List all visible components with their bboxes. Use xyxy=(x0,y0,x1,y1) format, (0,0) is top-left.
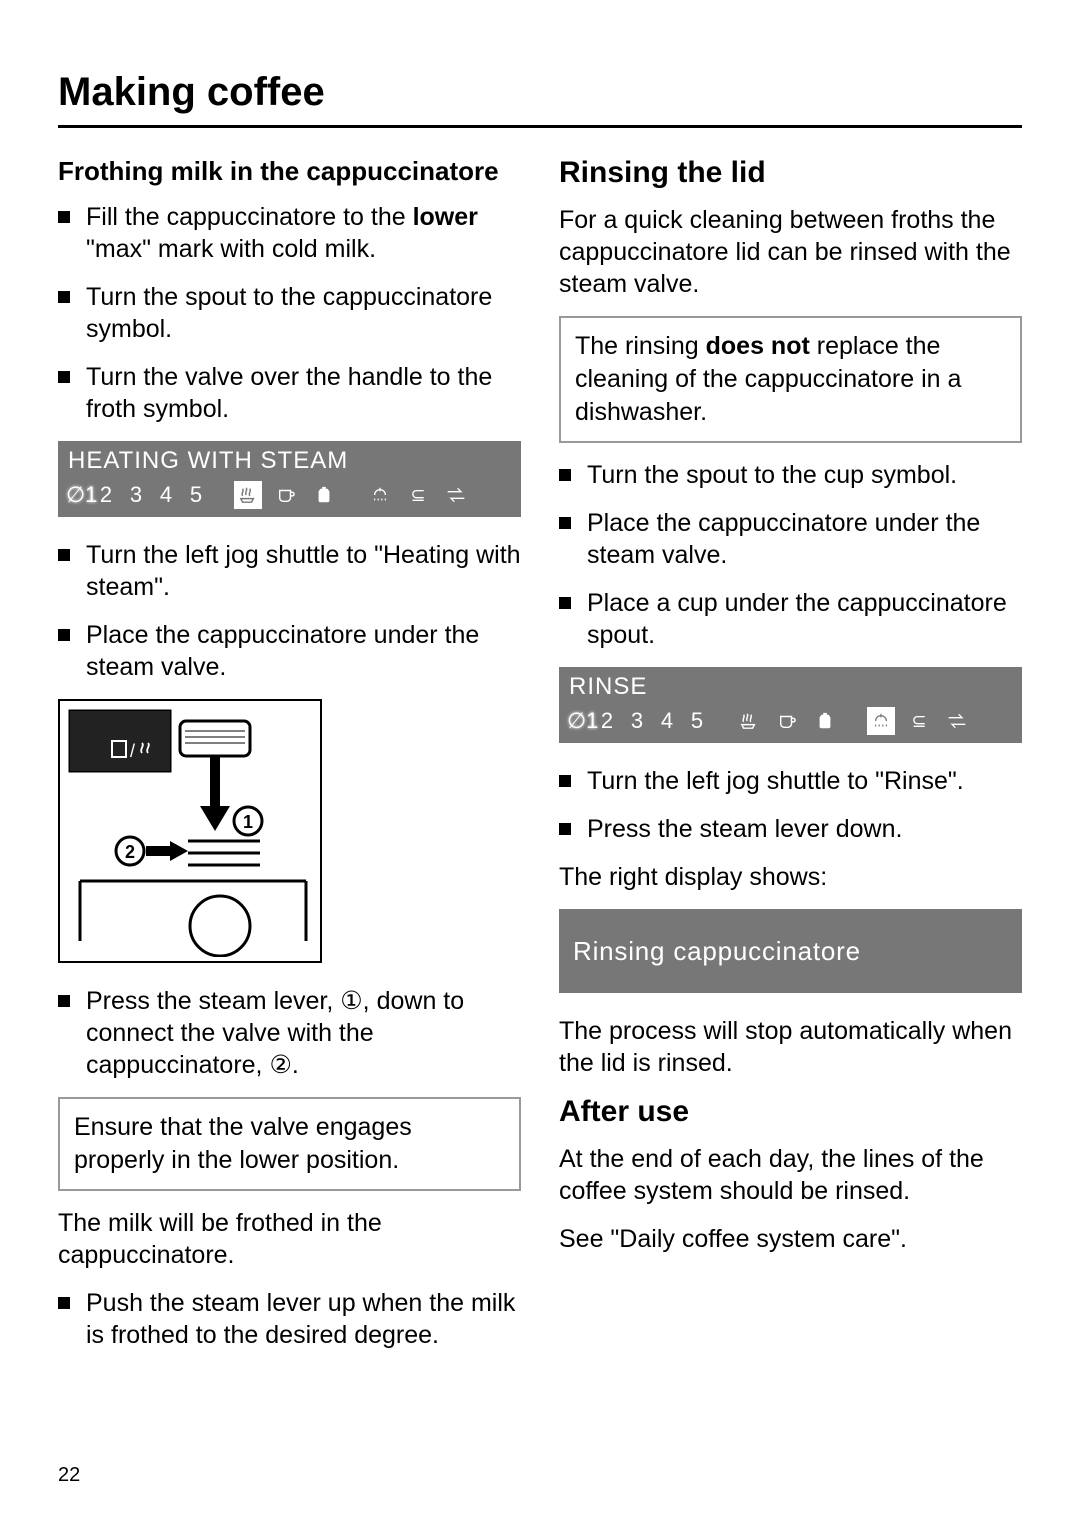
bullet: Turn the valve over the handle to the fr… xyxy=(58,361,521,425)
svg-text:1: 1 xyxy=(243,812,253,832)
right-bullets-1: Turn the spout to the cup symbol. Place … xyxy=(559,459,1022,651)
display-rinsing-cappuccinatore: Rinsing cappuccinatore xyxy=(559,909,1022,993)
note-valve: Ensure that the valve engages properly i… xyxy=(58,1097,521,1191)
paragraph: The milk will be frothed in the cappucci… xyxy=(58,1207,521,1271)
num-icon: 5 xyxy=(687,708,707,734)
shower-icon xyxy=(366,481,394,509)
bullet: Place the cappuccinatore under the steam… xyxy=(58,619,521,683)
arrows-icon xyxy=(442,481,470,509)
right-bullets-2: Turn the left jog shuttle to "Rinse". Pr… xyxy=(559,765,1022,845)
arrows-icon xyxy=(943,707,971,735)
text-bold: does not xyxy=(706,332,810,360)
cup-icon xyxy=(773,707,801,735)
display-title: HEATING WITH STEAM xyxy=(58,441,521,477)
num-icon: 3 xyxy=(627,708,647,734)
bullet: Push the steam lever up when the milk is… xyxy=(58,1287,521,1351)
display-icon-row: ∅1 2 3 4 5 xyxy=(559,703,1022,743)
right-heading-rinsing: Rinsing the lid xyxy=(559,156,1022,190)
bullet: Turn the spout to the cup symbol. xyxy=(559,459,1022,491)
right-column: Rinsing the lid For a quick cleaning bet… xyxy=(559,156,1022,1367)
page-title: Making coffee xyxy=(58,70,1022,128)
num-icon: 5 xyxy=(186,482,206,508)
paragraph: For a quick cleaning between froths the … xyxy=(559,204,1022,300)
left-bullets-2: Turn the left jog shuttle to "Heating wi… xyxy=(58,539,521,683)
display-rinse: RINSE ∅1 2 3 4 5 xyxy=(559,667,1022,743)
svg-text:2: 2 xyxy=(125,842,135,862)
jug-icon xyxy=(811,707,839,735)
columns: Frothing milk in the cappuccinatore Fill… xyxy=(58,156,1022,1367)
left-bullets-4: Push the steam lever up when the milk is… xyxy=(58,1287,521,1351)
page: Making coffee Frothing milk in the cappu… xyxy=(0,0,1080,1529)
note-text: The rinsing does not replace the cleanin… xyxy=(575,330,1006,429)
left-bullets-3: Press the steam lever, ①, down to connec… xyxy=(58,985,521,1081)
shower-icon xyxy=(867,707,895,735)
s-icon: ⊆ xyxy=(905,707,933,735)
display-heating-with-steam: HEATING WITH STEAM ∅1 2 3 4 5 xyxy=(58,441,521,517)
steam-icon xyxy=(234,481,262,509)
display-title: RINSE xyxy=(559,667,1022,703)
note-text: Ensure that the valve engages properly i… xyxy=(74,1111,505,1177)
cappuccinatore-diagram: / / 1 2 xyxy=(58,699,322,963)
right-heading-after-use: After use xyxy=(559,1095,1022,1129)
num-icon: 2 xyxy=(597,708,617,734)
bullet: Press the steam lever down. xyxy=(559,813,1022,845)
num-icon: ∅1 xyxy=(567,708,587,734)
svg-text:/: / xyxy=(130,741,135,761)
text-bold: lower xyxy=(413,203,478,231)
text: Fill the cappuccinatore to the xyxy=(86,203,413,231)
s-icon: ⊆ xyxy=(404,481,432,509)
bullet: Turn the left jog shuttle to "Heating wi… xyxy=(58,539,521,603)
bullet: Turn the left jog shuttle to "Rinse". xyxy=(559,765,1022,797)
text: "max" mark with cold milk. xyxy=(86,235,376,263)
steam-icon xyxy=(735,707,763,735)
num-icon: 2 xyxy=(96,482,116,508)
bullet: Place the cappuccinatore under the steam… xyxy=(559,507,1022,571)
bullet: Place a cup under the cappuccinatore spo… xyxy=(559,587,1022,651)
paragraph: At the end of each day, the lines of the… xyxy=(559,1143,1022,1207)
bullet: Turn the spout to the cappuccinatore sym… xyxy=(58,281,521,345)
bullet: Press the steam lever, ①, down to connec… xyxy=(58,985,521,1081)
paragraph: The right display shows: xyxy=(559,861,1022,893)
num-icon: 4 xyxy=(657,708,677,734)
left-column: Frothing milk in the cappuccinatore Fill… xyxy=(58,156,521,1367)
note-rinsing: The rinsing does not replace the cleanin… xyxy=(559,316,1022,443)
paragraph: See "Daily coffee system care". xyxy=(559,1223,1022,1255)
text: The rinsing xyxy=(575,332,706,360)
display-icon-row: ∅1 2 3 4 5 xyxy=(58,477,521,517)
jug-icon xyxy=(310,481,338,509)
num-icon: ∅1 xyxy=(66,482,86,508)
display-text: Rinsing cappuccinatore xyxy=(573,936,861,967)
left-heading: Frothing milk in the cappuccinatore xyxy=(58,156,521,187)
num-icon: 3 xyxy=(126,482,146,508)
page-number: 22 xyxy=(58,1464,80,1487)
bullet: Fill the cappuccinatore to the lower "ma… xyxy=(58,201,521,265)
cup-icon xyxy=(272,481,300,509)
left-bullets-1: Fill the cappuccinatore to the lower "ma… xyxy=(58,201,521,425)
paragraph: The process will stop automatically when… xyxy=(559,1015,1022,1079)
num-icon: 4 xyxy=(156,482,176,508)
